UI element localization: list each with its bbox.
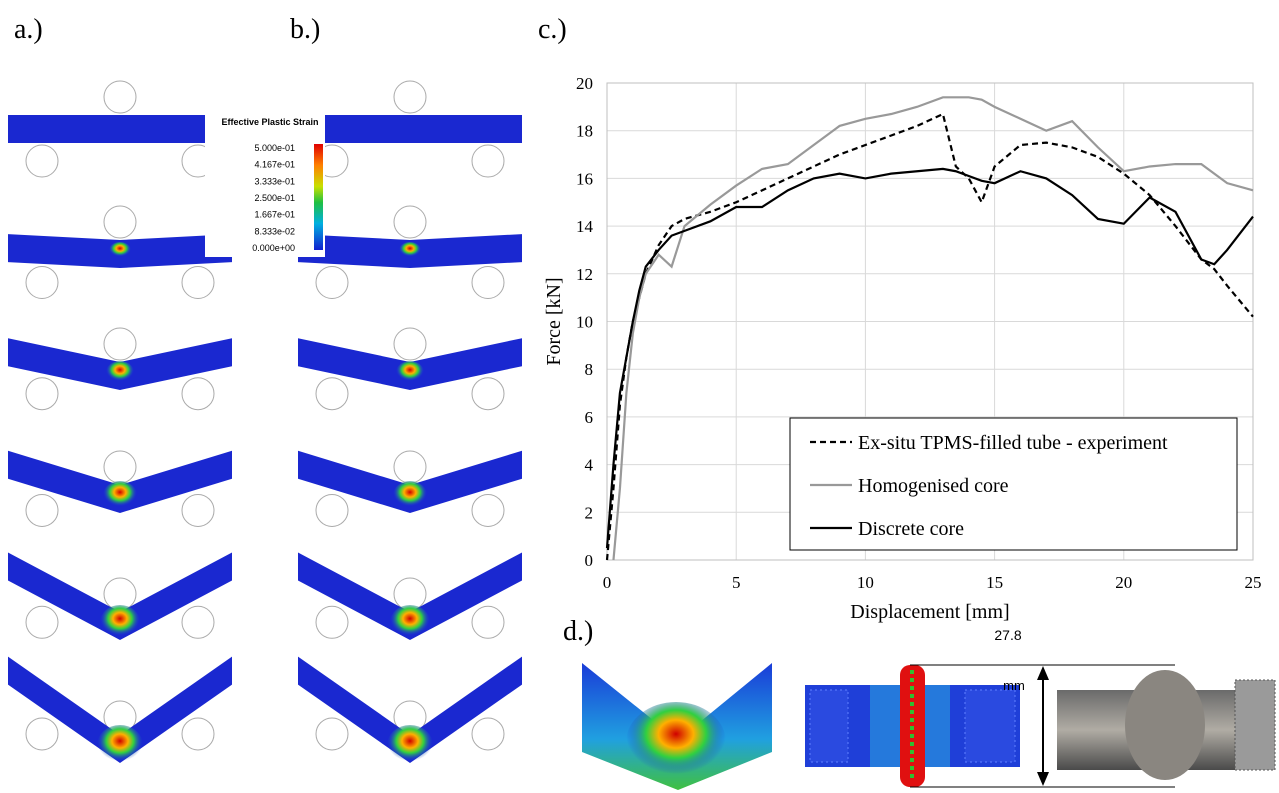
series-line [605,167,1254,549]
indenter [393,80,427,114]
support [25,377,59,411]
colorbar-scale [314,144,323,250]
strain-zone [396,361,424,383]
legend-label: Discrete core [858,518,964,540]
support [181,717,215,751]
panel-label: c.) [538,14,567,45]
strain-zone [393,481,427,509]
lattice [964,689,1016,763]
indenter [103,80,137,114]
strain-zone [390,605,430,639]
x-tick-label: 5 [732,573,741,592]
panel-label: a.) [14,14,43,45]
specimen-lattice [1234,679,1276,771]
x-tick-label: 0 [603,573,612,592]
support [315,377,349,411]
colorbar-label: 0.000e+00 [252,243,295,253]
support [471,605,505,639]
indenter [393,205,427,239]
y-tick-label: 8 [585,360,594,379]
legend-label: Homogenised core [858,475,1009,497]
strain-zone [100,605,140,639]
legend-box [789,417,1238,551]
indenter [393,450,427,484]
strain-zone [103,481,137,509]
series-line [612,96,1254,561]
colorbar: Effective Plastic Strain 5.000e-01 4.167e… [205,112,325,257]
strain-zone [109,242,131,258]
indenter [393,327,427,361]
colorbar-background [205,112,325,257]
beam [298,115,522,143]
colorbar-label: 3.333e-01 [254,176,295,186]
specimen-buckle [1125,670,1205,780]
panel-d: 27.8 mm [582,627,1276,790]
support [315,717,349,751]
support [25,493,59,527]
y-tick-label: 2 [585,503,594,522]
strain-zone [387,725,433,765]
support [315,605,349,639]
support [25,605,59,639]
simulation-frames [8,80,522,765]
indenter [103,450,137,484]
strain-zone [106,361,134,383]
y-tick-label: 20 [576,74,593,93]
deformed-section [582,663,772,790]
support [471,717,505,751]
support [471,493,505,527]
support [471,265,505,299]
y-tick-label: 6 [585,408,594,427]
strain-zone [97,725,143,765]
y-tick-label: 10 [576,313,593,332]
y-tick-label: 14 [576,217,594,236]
colorbar-label: 2.500e-01 [254,193,295,203]
colorbar-label: 8.333e-02 [254,226,295,236]
legend-label: Ex-situ TPMS-filled tube - experiment [858,432,1168,454]
colorbar-label: 4.167e-01 [254,160,295,170]
support [25,717,59,751]
support [471,144,505,178]
panel-label: d.) [563,616,593,647]
y-tick-label: 0 [585,551,594,570]
support [25,144,59,178]
support [25,265,59,299]
indenter [103,327,137,361]
colorbar-label: 1.667e-01 [254,210,295,220]
support [181,493,215,527]
support [181,605,215,639]
x-axis-title: Displacement [mm] [850,601,1009,623]
dimension-value: 27.8 [994,627,1021,643]
y-tick-label: 4 [585,456,594,475]
lattice [809,689,849,763]
x-tick-label: 20 [1115,573,1132,592]
x-tick-label: 15 [986,573,1003,592]
dimension-unit: mm [1003,678,1025,693]
x-tick-label: 10 [857,573,874,592]
beam [8,115,232,143]
line-chart: 0 2 4 6 8 10 12 14 16 18 20 0 5 10 15 20 25 Displacement … [543,74,1262,623]
y-axis-title: Force [kN] [543,277,565,365]
strain-zone [626,702,726,782]
indenter [103,205,137,239]
support [181,265,215,299]
plot-frame [606,82,1254,561]
panel-label: b.) [290,14,320,45]
arrow-head [1037,772,1049,786]
support [315,265,349,299]
arrow-head [1037,666,1049,680]
support [181,377,215,411]
y-tick-label: 12 [576,265,593,284]
support [315,493,349,527]
strain-zone [399,242,421,258]
support [471,377,505,411]
y-tick-label: 16 [576,169,593,188]
colorbar-title: Effective Plastic Strain [221,117,318,127]
x-tick-label: 25 [1245,573,1262,592]
y-tick-label: 18 [576,122,593,141]
colorbar-label: 5.000e-01 [254,143,295,153]
